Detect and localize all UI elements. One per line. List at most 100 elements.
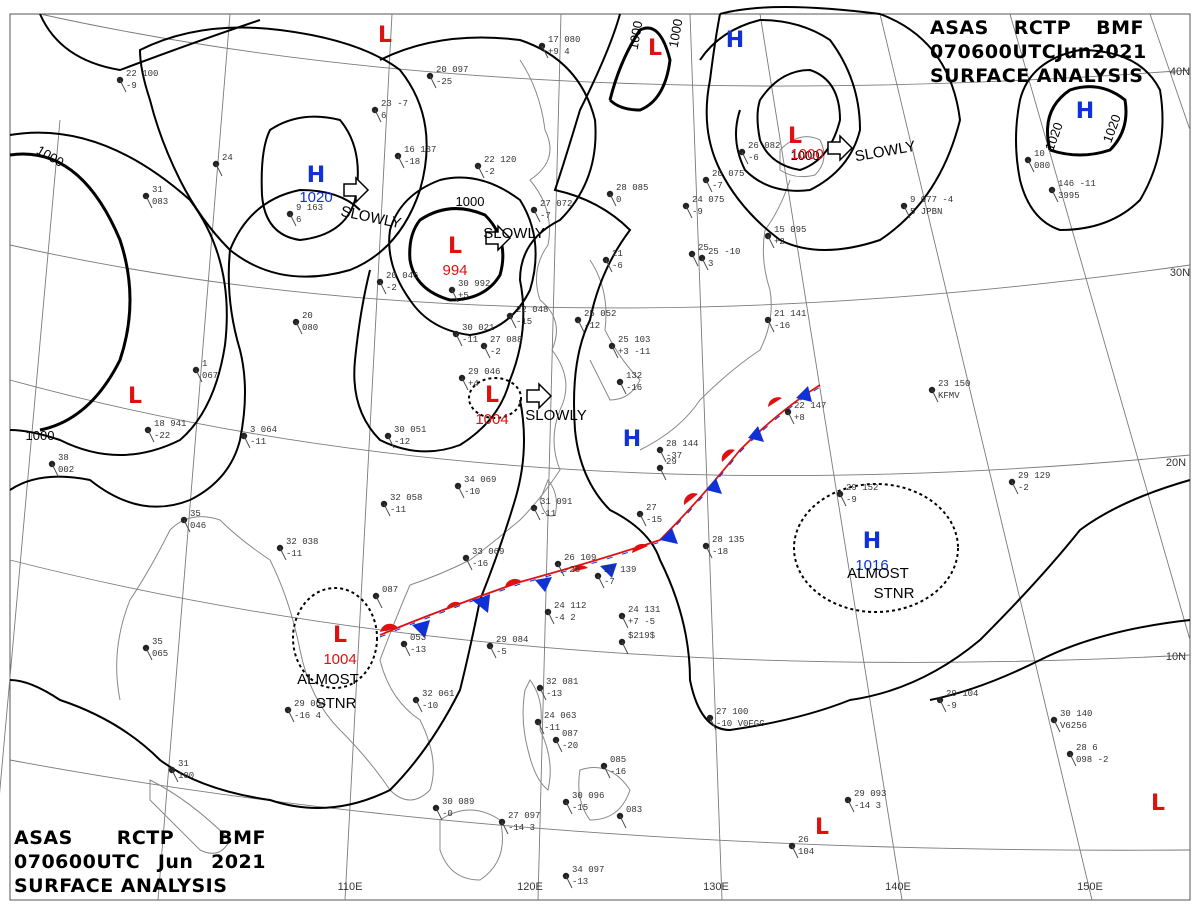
wind-barb xyxy=(565,875,573,889)
station-text-lower: -5 xyxy=(496,647,507,657)
map-frame xyxy=(9,13,1191,901)
coast-indochina xyxy=(269,559,434,801)
station-text-upper: 20 046 xyxy=(386,271,418,281)
station-s22: 132-16 xyxy=(616,371,642,395)
wind-barb xyxy=(429,75,437,89)
station-s78: 27 100 -10 V0FGG xyxy=(706,707,765,731)
station-text-upper: 27 139 xyxy=(604,565,636,575)
station-text-upper: 33 069 xyxy=(472,547,504,557)
low-symbol: L xyxy=(815,815,829,840)
wind-barb xyxy=(51,463,59,477)
wind-barb xyxy=(195,369,203,383)
wind-barb xyxy=(847,799,855,813)
station-s67: 30 096 -15 xyxy=(562,791,604,815)
low-pressure-system: L xyxy=(378,23,392,48)
high-symbol: H xyxy=(623,427,641,452)
isobar-east-high-outer xyxy=(1015,48,1164,232)
stations-layer: 17 080 +9 4 20 097 -25 22 100 -9 23 -7 6 16 137 -… xyxy=(48,35,1108,889)
coast-hokkaido xyxy=(779,136,825,178)
station-s46: 29 152 -9 xyxy=(836,483,878,507)
station-text-upper: 24 112 xyxy=(554,601,586,611)
station-text-upper: 28 6 xyxy=(1076,743,1098,753)
station-s20: 27 088 -2 xyxy=(480,335,522,359)
header-region: RCTP xyxy=(1013,17,1072,39)
station-text-lower: -20 xyxy=(562,741,578,751)
station-text-lower: +2 xyxy=(774,237,785,247)
central-pressure: 1016 xyxy=(855,557,888,574)
meridian-120e xyxy=(537,13,562,901)
wind-barb xyxy=(709,717,717,731)
station-s52: 9 077 -4 5 JPBN xyxy=(900,195,953,219)
station-text-upper: 3 064 xyxy=(250,425,277,435)
station-text-lower: -11 xyxy=(286,549,302,559)
wind-barb xyxy=(609,193,617,207)
station-text-upper: 17 080 xyxy=(548,35,580,45)
wind-barb xyxy=(1011,481,1019,495)
header-bottom-title: SURFACE ANALYSIS xyxy=(14,875,228,897)
station-text-lower: -10 xyxy=(422,701,438,711)
isobar-around-high xyxy=(138,26,428,278)
station-text-lower: -9 xyxy=(946,701,957,711)
station-s68: 083 xyxy=(616,805,642,829)
wind-barb xyxy=(605,259,613,273)
longitude-label: 110E xyxy=(338,881,363,893)
station-text-upper: 32 038 xyxy=(286,537,318,547)
dashed-low-1004-south xyxy=(292,587,378,689)
station-text-lower: 080 xyxy=(302,323,318,333)
coast-taiwan xyxy=(539,479,557,517)
station-text-upper: 26 109 xyxy=(564,553,596,563)
wind-barb xyxy=(435,807,443,821)
station-s10: 28 085 0 xyxy=(606,183,648,207)
station-text-lower: -16 xyxy=(774,321,790,331)
isobar-1000-west xyxy=(9,131,228,456)
wind-barb xyxy=(787,411,795,425)
meridian-130e xyxy=(689,13,723,901)
station-s35: 31 091 -11 xyxy=(530,497,572,521)
header-bottom-center: BMF xyxy=(218,827,266,849)
header-bottom-agency: ASAS xyxy=(14,827,73,849)
wind-barb xyxy=(577,319,585,333)
station-s48: 21 141 -16 xyxy=(764,309,806,333)
isobar-1004-south xyxy=(9,399,525,809)
wind-barb xyxy=(215,163,223,177)
station-text-lower: -25 xyxy=(436,77,452,87)
low-symbol: L xyxy=(1151,791,1165,816)
station-text-lower: +5 xyxy=(458,291,469,301)
meridian-170e xyxy=(1149,13,1191,131)
wind-barb xyxy=(767,319,775,333)
coast-luzon xyxy=(522,679,551,791)
station-text-upper: 146 -11 xyxy=(1058,179,1096,189)
station-text-upper: 28 135 xyxy=(712,535,744,545)
station-text-upper: 053 xyxy=(410,633,426,643)
station-s39: 26 109 -28 xyxy=(554,553,596,577)
longitude-label: 130E xyxy=(703,881,729,893)
high-pressure-system: H xyxy=(623,427,641,452)
station-text-lower: -14 3 xyxy=(508,823,535,833)
station-s72: 34 097 -13 xyxy=(562,865,604,889)
station-text-lower: -37 xyxy=(666,451,682,461)
isobar-low-east-1000 xyxy=(608,26,672,112)
low-pressure-system: L xyxy=(815,815,829,840)
station-text-lower: 046 xyxy=(190,521,206,531)
longitude-label: 140E xyxy=(885,881,911,893)
meridian-160e xyxy=(1009,13,1191,641)
motion-text: STNR xyxy=(874,585,915,602)
motion-arrow-low-1004 xyxy=(526,382,553,410)
wind-barb xyxy=(119,79,127,93)
central-pressure: 1000 xyxy=(790,146,823,163)
high-symbol: H xyxy=(726,28,744,53)
station-text-upper: 26 082 xyxy=(748,141,780,151)
station-s51: 146 -11 3995 xyxy=(1048,179,1096,203)
station-s65: 087-20 xyxy=(552,729,578,753)
isobar-southeast xyxy=(929,619,1191,701)
station-text-upper: 9 077 -4 xyxy=(910,195,953,205)
station-text-lower: -13 xyxy=(572,877,588,887)
station-s12: 24 075 -9 xyxy=(682,195,724,219)
station-text-lower: -16 xyxy=(626,383,642,393)
wind-barb xyxy=(145,195,153,209)
station-text-lower: -10 V0FGG xyxy=(716,719,765,729)
wind-barb xyxy=(611,345,619,359)
